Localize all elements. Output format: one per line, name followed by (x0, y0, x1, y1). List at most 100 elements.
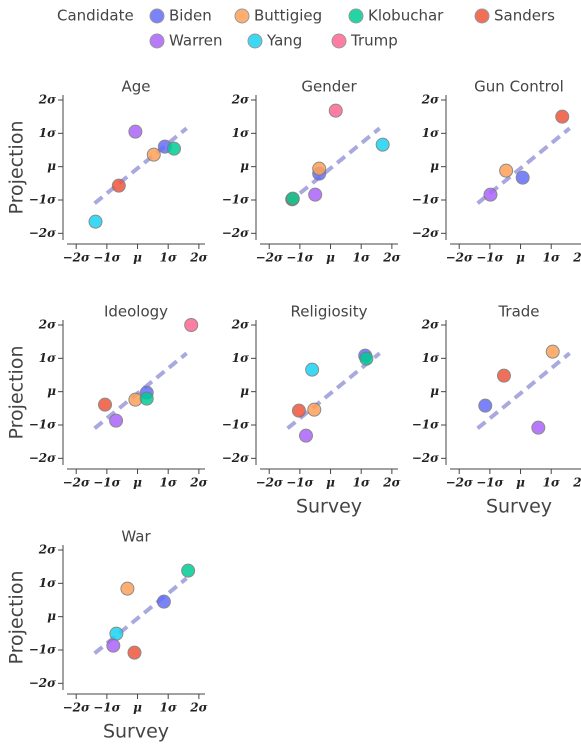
data-point (285, 191, 300, 206)
x-tick-label: −2σ (256, 476, 283, 490)
x-tick-label: −2σ (63, 701, 90, 715)
x-tick-label: 1σ (353, 251, 370, 265)
x-tick-label: μ (133, 251, 142, 265)
y-tick-label: −1σ (29, 193, 56, 207)
data-point (515, 170, 530, 185)
x-tick-label: −1σ (476, 251, 503, 265)
y-tick-label: 2σ (38, 318, 56, 332)
y-tick-label: −2σ (29, 676, 56, 690)
x-tick-label: 2σ (572, 476, 581, 490)
y-tick-label: −1σ (222, 418, 249, 432)
x-tick-label: −1σ (476, 476, 503, 490)
x-tick-label: 1σ (160, 701, 177, 715)
x-tick-label: 2σ (382, 476, 400, 490)
legend-marker (474, 8, 490, 24)
x-tick-label: 1σ (160, 476, 177, 490)
y-tick-label: −2σ (412, 226, 439, 240)
y-tick-label: 2σ (231, 318, 249, 332)
x-axis-label: Survey (486, 496, 552, 518)
x-tick-label: −1σ (286, 476, 313, 490)
y-tick-label: μ (240, 384, 249, 398)
data-point (375, 137, 390, 152)
y-tick-label: 1σ (232, 126, 249, 140)
legend-label: Biden (169, 7, 212, 25)
panel-title: Gender (301, 78, 357, 96)
y-tick-label: 2σ (231, 93, 249, 107)
x-tick-label: 1σ (353, 476, 370, 490)
fit-line (93, 351, 188, 430)
y-tick-label: μ (240, 159, 249, 173)
x-tick-label: μ (516, 251, 525, 265)
data-point (156, 594, 171, 609)
data-point (307, 402, 322, 417)
y-tick-label: −2σ (29, 451, 56, 465)
fit-line (93, 126, 188, 205)
x-tick-label: −2σ (63, 251, 90, 265)
x-tick-label: μ (516, 476, 525, 490)
data-point (109, 413, 124, 428)
y-tick-label: −2σ (29, 226, 56, 240)
y-tick-label: 2σ (38, 93, 56, 107)
data-point (109, 626, 124, 641)
y-tick-label: 1σ (232, 351, 249, 365)
y-tick-label: μ (47, 159, 56, 173)
x-tick-label: 1σ (543, 476, 560, 490)
legend-label: Klobuchar (368, 7, 444, 25)
data-point (499, 163, 514, 178)
fit-line (476, 351, 571, 430)
y-tick-label: μ (430, 384, 439, 398)
data-point (359, 351, 374, 366)
x-tick-label: −1σ (93, 701, 120, 715)
panel-title: Age (121, 78, 150, 96)
data-point (555, 109, 570, 124)
x-tick-label: μ (326, 251, 335, 265)
panel-title: Trade (497, 303, 539, 321)
data-point (531, 420, 546, 435)
legend-marker (234, 8, 250, 24)
data-point (478, 398, 493, 413)
x-tick-label: −2σ (446, 476, 473, 490)
y-tick-label: μ (430, 159, 439, 173)
x-tick-label: 1σ (160, 251, 177, 265)
legend-label: Trump (350, 32, 398, 50)
y-tick-label: −1σ (29, 643, 56, 657)
x-tick-label: 2σ (572, 251, 581, 265)
legend-title: Candidate (57, 7, 134, 25)
panel-title: Gun Control (474, 78, 564, 96)
y-tick-label: −1σ (222, 193, 249, 207)
data-point (308, 187, 323, 202)
data-point (98, 397, 113, 412)
data-point (128, 124, 143, 139)
y-tick-label: 2σ (421, 318, 439, 332)
panel-title: Religiosity (291, 303, 368, 321)
data-point (88, 214, 103, 229)
data-point (111, 178, 126, 193)
data-point (106, 638, 121, 653)
y-axis-label: Projection (6, 121, 28, 215)
panel-title: Ideology (104, 303, 168, 321)
fit-line (286, 126, 381, 205)
data-point (328, 103, 343, 118)
data-point (146, 147, 161, 162)
x-tick-label: −1σ (93, 251, 120, 265)
y-tick-label: 1σ (39, 126, 56, 140)
legend-label: Sanders (494, 7, 555, 25)
data-point (305, 362, 320, 377)
x-tick-label: −1σ (93, 476, 120, 490)
y-tick-label: μ (47, 384, 56, 398)
y-tick-label: −1σ (29, 418, 56, 432)
legend-marker (149, 33, 165, 49)
x-tick-label: 2σ (189, 251, 207, 265)
legend-marker (331, 33, 347, 49)
y-tick-label: 1σ (422, 126, 439, 140)
y-tick-label: μ (47, 609, 56, 623)
x-tick-label: −2σ (446, 251, 473, 265)
y-tick-label: 1σ (422, 351, 439, 365)
data-point (483, 187, 498, 202)
x-tick-label: −2σ (256, 251, 283, 265)
y-tick-label: −1σ (412, 418, 439, 432)
data-point (167, 141, 182, 156)
legend-marker (247, 33, 263, 49)
data-point (127, 645, 142, 660)
